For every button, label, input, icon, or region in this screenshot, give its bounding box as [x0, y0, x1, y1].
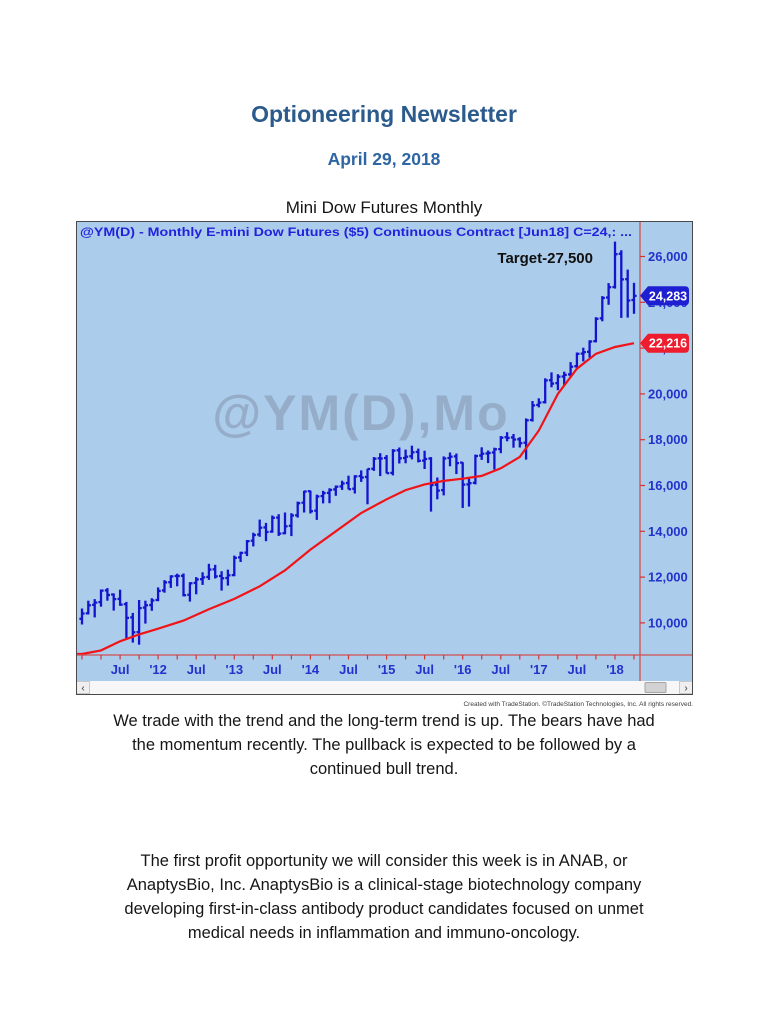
svg-text:'12: '12 — [149, 662, 167, 677]
svg-text:16,000: 16,000 — [648, 478, 688, 493]
svg-text:'16: '16 — [454, 662, 472, 677]
x-axis-labels: Jul '12 Jul '13 Jul '14 Jul '15 Jul '16 Jul '17 Jul '… — [111, 662, 624, 677]
profit-opportunity-paragraph: The first profit opportunity we will con… — [124, 852, 644, 942]
price-tag: 24,283 — [640, 286, 689, 306]
moving-average-line — [76, 342, 635, 656]
scrollbar-left-arrow-icon[interactable]: ‹ — [81, 683, 84, 694]
y-axis-labels: 26,00024,00022,00020,00018,00016,00014,0… — [648, 249, 688, 630]
ohlc-bars — [79, 241, 637, 645]
futures-chart-figure: @YM(D),Mo @YM(D) - Monthly E-mini Dow Fut… — [76, 221, 693, 708]
svg-text:'13: '13 — [226, 662, 244, 677]
svg-text:18,000: 18,000 — [648, 432, 688, 447]
chart-symbol-header: @YM(D) - Monthly E-mini Dow Futures ($5)… — [80, 225, 632, 239]
tradestation-copyright: Created with TradeStation. ©TradeStation… — [463, 701, 693, 708]
svg-text:Jul: Jul — [111, 662, 130, 677]
svg-text:Jul: Jul — [187, 662, 206, 677]
scrollbar-right-arrow-icon[interactable]: › — [684, 683, 687, 694]
svg-text:26,000: 26,000 — [648, 249, 688, 264]
x-axis-ticks — [81, 655, 635, 660]
svg-text:Jul: Jul — [491, 662, 510, 677]
svg-text:Jul: Jul — [568, 662, 587, 677]
svg-text:24,283: 24,283 — [649, 289, 687, 303]
price-tag: 22,216 — [640, 333, 689, 353]
svg-text:'18: '18 — [606, 662, 624, 677]
svg-text:'14: '14 — [302, 662, 320, 677]
chart-background — [76, 221, 693, 655]
svg-text:Jul: Jul — [339, 662, 358, 677]
newsletter-date: April 29, 2018 — [327, 149, 441, 169]
svg-text:20,000: 20,000 — [648, 386, 688, 401]
svg-text:22,216: 22,216 — [649, 337, 687, 351]
date-axis-strip — [76, 655, 693, 681]
y-axis-ticks — [640, 255, 645, 624]
svg-text:Jul: Jul — [263, 662, 282, 677]
chart-border — [76, 221, 693, 695]
price-chart: @YM(D),Mo @YM(D) - Monthly E-mini Dow Fut… — [76, 221, 693, 695]
svg-text:Jul: Jul — [415, 662, 434, 677]
chart-scrollbar[interactable]: ‹ › — [76, 681, 693, 694]
scrollbar-thumb[interactable] — [644, 682, 667, 693]
chart-caption: Mini Dow Futures Monthly — [285, 198, 483, 217]
svg-text:12,000: 12,000 — [648, 570, 688, 585]
svg-text:14,000: 14,000 — [648, 524, 688, 539]
symbol-watermark: @YM(D),Mo — [212, 385, 509, 441]
scrollbar-track[interactable] — [76, 681, 693, 694]
target-annotation: Target-27,500 — [497, 250, 593, 267]
svg-text:10,000: 10,000 — [648, 615, 688, 630]
trend-commentary-paragraph: We trade with the trend and the long-ter… — [113, 712, 655, 778]
svg-text:'15: '15 — [378, 662, 396, 677]
svg-text:'17: '17 — [530, 662, 548, 677]
page-title: Optioneering Newsletter — [251, 101, 517, 127]
